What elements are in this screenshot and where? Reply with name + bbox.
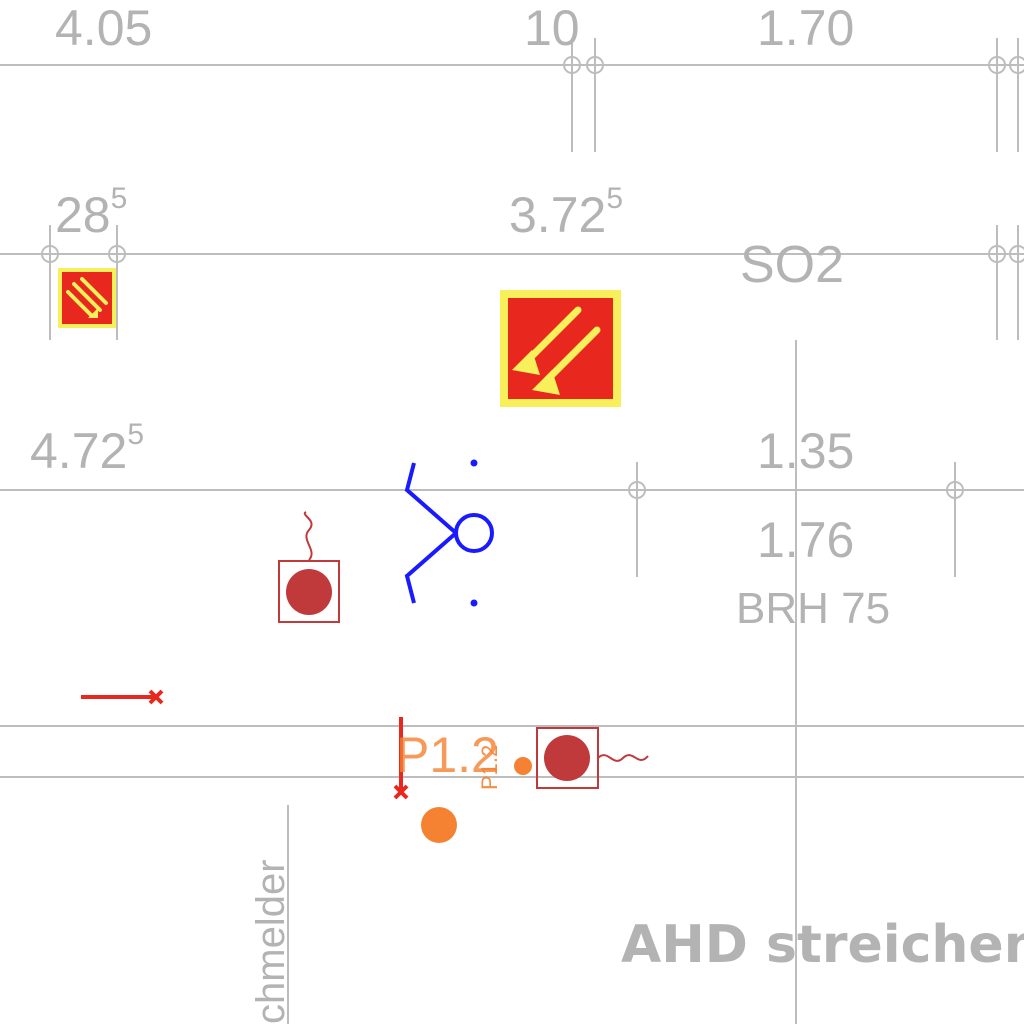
fire-hose-sign-icon bbox=[58, 268, 116, 328]
point-label-small: P1.2 bbox=[477, 745, 502, 790]
note-text: AHD streichen bbox=[621, 915, 1024, 975]
smoke-detector-icon bbox=[278, 511, 340, 623]
rotated-detector-label: chmelder bbox=[249, 859, 293, 1024]
window-sill-label: BRH 75 bbox=[736, 584, 890, 633]
dimension-label: 4.05 bbox=[55, 0, 152, 56]
orange-point-small bbox=[514, 757, 532, 775]
point-label: P1.2 bbox=[396, 727, 499, 783]
dimension-label: 3.725 bbox=[509, 182, 623, 243]
dimension-label: 4.725 bbox=[30, 418, 144, 479]
dimension-label: 1.35 bbox=[757, 423, 854, 479]
room-label: SO2 bbox=[740, 236, 844, 294]
dimension-superscript: 5 bbox=[606, 182, 623, 215]
dimension-label: 10 bbox=[524, 0, 580, 56]
smoke-detector-icon bbox=[536, 727, 649, 789]
dimension-superscript: 5 bbox=[111, 182, 128, 215]
dimension-superscript: 5 bbox=[127, 418, 144, 451]
dimension-main: 4.72 bbox=[30, 423, 127, 479]
fire-hose-sign-icon bbox=[500, 290, 621, 407]
orange-point-large bbox=[421, 807, 457, 843]
dimension-label: 1.76 bbox=[757, 512, 854, 568]
dimension-label: 285 bbox=[55, 182, 127, 243]
dimension-main: 3.72 bbox=[509, 187, 606, 243]
light-fixture-symbol-icon bbox=[404, 459, 494, 607]
dimension-lines bbox=[0, 38, 1024, 1024]
red-marker-vertical bbox=[393, 717, 409, 800]
dimension-main: 28 bbox=[55, 187, 111, 243]
dimension-label: 1.70 bbox=[757, 0, 854, 56]
red-marker-horizontal bbox=[81, 689, 164, 705]
